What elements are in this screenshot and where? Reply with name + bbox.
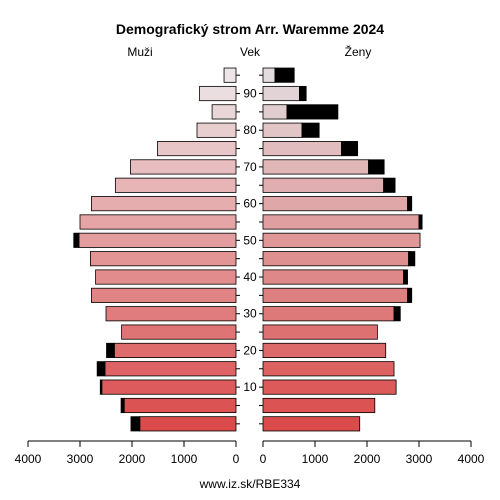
female-bar-60-64 [262, 196, 408, 212]
female-bar-75-79 [262, 141, 342, 157]
male-bar-30-34 [105, 306, 237, 322]
age-tick-label: 80 [243, 123, 257, 137]
age-tick-label: 50 [243, 233, 257, 247]
female-surplus-bar-60-64 [407, 196, 413, 212]
female-bar-20-24 [262, 342, 387, 358]
bars-group [73, 67, 423, 432]
female-surplus-bar-85-89 [286, 104, 339, 120]
x-tick-label: 0 [260, 452, 267, 466]
age-tick-label: 10 [243, 380, 257, 394]
male-bar-60-64 [91, 196, 237, 212]
female-bar-95+ [262, 67, 276, 83]
female-bar-90-94 [262, 85, 300, 102]
male-bar-85-89 [211, 104, 237, 120]
female-bar-40-44 [262, 269, 404, 285]
female-surplus-bar-55-59 [418, 214, 423, 230]
male-bar-10-14 [101, 379, 237, 395]
female-bar-5-9 [262, 397, 376, 414]
x-tick-label: 4000 [458, 452, 485, 466]
female-surplus-bar-40-44 [402, 269, 408, 285]
female-bar-15-19 [262, 361, 395, 377]
female-bar-80-84 [262, 122, 303, 138]
age-tick-label: 40 [243, 270, 257, 284]
x-tick-label: 4000 [15, 452, 42, 466]
female-bar-25-29 [262, 324, 378, 340]
axes-group: 10 20 30 40 50 60 70 80 90 4000 3000 2000 1000 0 0 1000… [15, 74, 485, 466]
male-bar-35-39 [91, 287, 237, 303]
male-bar-15-19 [104, 361, 237, 377]
female-bar-65-69 [262, 177, 385, 193]
age-tick-label: 30 [243, 307, 257, 321]
male-bar-0-4 [139, 416, 237, 432]
female-bar-85-89 [262, 104, 288, 120]
female-bar-45-49 [262, 251, 410, 267]
male-surplus-bar-10-14 [99, 379, 103, 395]
female-surplus-bar-90-94 [298, 85, 307, 102]
x-tick-label: 1000 [171, 452, 198, 466]
age-tick-label: 20 [243, 343, 257, 357]
female-surplus-bar-35-39 [407, 287, 413, 303]
female-bar-10-14 [262, 379, 397, 395]
female-bar-55-59 [262, 214, 420, 230]
female-surplus-bar-75-79 [341, 141, 359, 157]
male-bar-55-59 [79, 214, 237, 230]
male-bar-95+ [223, 67, 237, 83]
male-surplus-bar-5-9 [120, 397, 125, 414]
left-side-label: Muži [127, 45, 152, 59]
x-tick-label: 3000 [67, 452, 94, 466]
x-tick-label: 2000 [354, 452, 381, 466]
x-tick-label: 2000 [119, 452, 146, 466]
male-bar-5-9 [123, 397, 237, 414]
male-surplus-bar-50-54 [73, 232, 80, 248]
male-surplus-bar-15-19 [96, 361, 106, 377]
female-surplus-bar-95+ [274, 67, 295, 83]
male-bar-70-74 [130, 159, 237, 175]
age-tick-label: 70 [243, 160, 257, 174]
female-surplus-bar-45-49 [408, 251, 416, 267]
female-bar-35-39 [262, 287, 408, 303]
male-bar-75-79 [157, 141, 237, 157]
right-side-label: Ženy [345, 44, 372, 59]
female-surplus-bar-65-69 [383, 177, 396, 193]
male-bar-20-24 [113, 342, 237, 358]
male-bar-45-49 [90, 251, 237, 267]
male-bar-90-94 [199, 85, 237, 102]
chart-title: Demografický strom Arr. Waremme 2024 [116, 21, 384, 37]
male-bar-25-29 [121, 324, 237, 340]
x-tick-label: 0 [233, 452, 240, 466]
male-bar-80-84 [196, 122, 237, 138]
male-bar-40-44 [95, 269, 237, 285]
center-axis-label: Vek [240, 45, 261, 59]
x-tick-label: 1000 [302, 452, 329, 466]
male-bar-50-54 [78, 232, 237, 248]
male-bar-65-69 [114, 177, 237, 193]
female-bar-0-4 [262, 416, 361, 432]
female-bar-30-34 [262, 306, 395, 322]
x-tick-label: 3000 [406, 452, 433, 466]
female-bar-50-54 [262, 232, 421, 248]
male-surplus-bar-20-24 [106, 342, 115, 358]
female-surplus-bar-30-34 [393, 306, 401, 322]
male-surplus-bar-0-4 [130, 416, 141, 432]
female-surplus-bar-70-74 [368, 159, 385, 175]
age-tick-label: 90 [243, 87, 257, 101]
age-tick-label: 60 [243, 197, 257, 211]
footer-url: www.iz.sk/RBE334 [199, 477, 301, 491]
female-surplus-bar-80-84 [301, 122, 320, 138]
female-bar-70-74 [262, 159, 369, 175]
